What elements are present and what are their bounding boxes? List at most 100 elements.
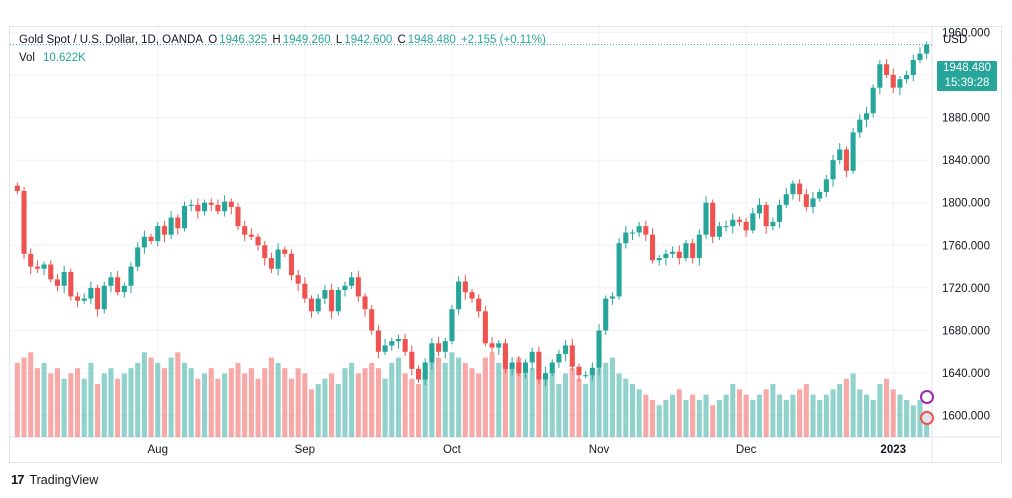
- y-tick-label: 1880.000: [942, 113, 990, 125]
- candle-body: [509, 362, 515, 369]
- candle-body: [329, 290, 335, 312]
- volume-bar: [710, 405, 716, 437]
- candle-body: [415, 368, 422, 380]
- candle-body: [716, 226, 722, 237]
- volume-bar: [429, 347, 435, 437]
- volume-bar: [61, 378, 67, 437]
- candle-body: [556, 353, 562, 363]
- candle-body: [188, 204, 194, 206]
- volume-bar: [141, 352, 147, 437]
- candle-body: [643, 226, 649, 235]
- candle-body: [616, 243, 622, 297]
- candle-body: [41, 264, 47, 269]
- volume-bar: [74, 368, 81, 437]
- volume-bar: [482, 357, 488, 437]
- candle-body: [181, 205, 188, 229]
- volume-bar: [750, 399, 756, 437]
- change-value: +2.155 (+0.11%): [460, 34, 546, 46]
- candle-body: [342, 285, 348, 291]
- y-tick-label: 1800.000: [942, 198, 990, 210]
- candle-body: [14, 185, 20, 191]
- last-price: 1948.480: [943, 62, 991, 74]
- candle-body: [335, 290, 341, 312]
- volume-bar: [248, 368, 254, 437]
- volume-bar: [315, 384, 321, 437]
- last-price-tag: 1948.480 15:39:28: [937, 61, 997, 91]
- y-tick-label: 1640.000: [942, 368, 990, 380]
- volume-bar: [242, 373, 248, 437]
- candle-body: [462, 281, 468, 293]
- tradingview-logo-icon[interactable]: 17: [11, 472, 25, 487]
- candle-body: [730, 219, 736, 227]
- candle-body: [636, 226, 642, 233]
- x-tick-label: Dec: [736, 444, 757, 456]
- candle-body: [195, 204, 201, 212]
- volume-bar: [369, 362, 375, 437]
- candle-body: [161, 226, 167, 235]
- flag-event-icon[interactable]: [920, 411, 934, 425]
- candle-body: [349, 277, 355, 286]
- lightning-event-icon[interactable]: [920, 390, 934, 404]
- volume-bar: [322, 378, 328, 437]
- volume-bar: [208, 368, 214, 437]
- candle-body: [623, 232, 629, 244]
- candle-body: [743, 221, 749, 231]
- volume-bar: [603, 362, 609, 437]
- candle-body: [797, 183, 803, 195]
- volume-bar: [342, 368, 348, 437]
- candle-body: [382, 345, 388, 352]
- candle-body: [529, 351, 535, 363]
- volume-bar: [88, 362, 94, 437]
- candle-body: [268, 258, 274, 269]
- volume-bar: [536, 378, 542, 437]
- candle-body: [843, 149, 849, 171]
- candle-body: [549, 362, 555, 374]
- candle-body: [670, 251, 676, 254]
- volume-bar: [168, 357, 174, 437]
- volume-bar: [609, 357, 615, 437]
- candle-body: [155, 226, 161, 242]
- candle-body: [703, 202, 709, 235]
- volume-bar: [181, 362, 188, 437]
- volume-bar: [723, 394, 729, 437]
- symbol-label[interactable]: Gold Spot / U.S. Dollar, 1D, OANDA: [19, 34, 204, 46]
- brand-name[interactable]: TradingView: [29, 472, 99, 487]
- candle-body: [536, 351, 542, 380]
- candle-body: [683, 243, 689, 259]
- candle-body: [28, 253, 34, 267]
- volume-bar: [175, 352, 181, 437]
- candle-body: [890, 74, 896, 88]
- volume-bar: [897, 394, 903, 437]
- volume-bar: [135, 362, 141, 437]
- candle-body: [583, 375, 589, 377]
- volume-legend: Vol 10.622K: [19, 52, 86, 64]
- volume-bar: [522, 373, 529, 437]
- candle-body: [449, 309, 455, 342]
- volume-bar: [496, 362, 502, 437]
- candle-body: [21, 191, 27, 254]
- candle-body: [817, 192, 823, 199]
- candle-body: [803, 194, 809, 207]
- volume-bar: [442, 362, 448, 437]
- candle-body: [295, 275, 301, 284]
- y-tick-label: 1960.000: [942, 27, 990, 39]
- candle-body: [763, 204, 769, 227]
- candle-body: [115, 277, 121, 293]
- volume-bar: [21, 357, 27, 437]
- volume-bar: [188, 368, 194, 437]
- candle-body: [904, 74, 910, 80]
- volume-bar: [302, 373, 308, 437]
- y-tick-label: 1680.000: [942, 326, 990, 338]
- volume-bar: [222, 373, 228, 437]
- candle-body: [409, 351, 415, 369]
- candle-body: [74, 296, 81, 301]
- x-tick-label: Oct: [443, 444, 462, 456]
- candle-body: [369, 309, 375, 331]
- candle-body: [235, 206, 241, 227]
- volume-bar: [623, 378, 629, 437]
- candle-body: [81, 298, 87, 301]
- candle-body: [422, 362, 428, 380]
- volume-bar: [756, 394, 763, 437]
- volume-bar: [28, 352, 34, 437]
